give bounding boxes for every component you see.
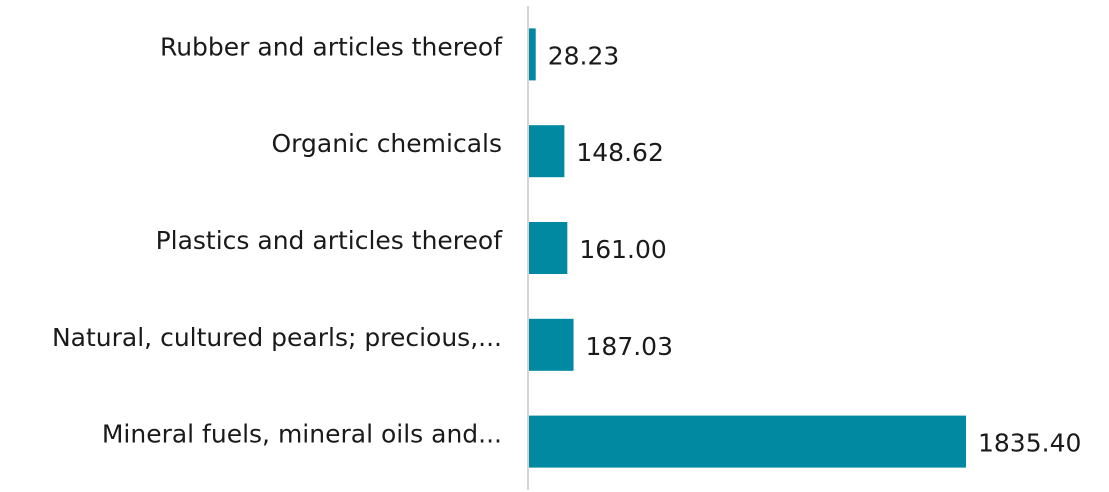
- category-label: Mineral fuels, mineral oils and...: [102, 420, 502, 449]
- category-label: Organic chemicals: [272, 129, 503, 158]
- category-label: Natural, cultured pearls; precious,...: [52, 323, 502, 352]
- bar: [529, 125, 565, 178]
- bar: [529, 28, 536, 81]
- value-label: 148.62: [576, 138, 663, 167]
- category-label: Plastics and articles thereof: [156, 226, 504, 255]
- bar: [529, 318, 574, 371]
- category-label: Rubber and articles thereof: [160, 32, 503, 61]
- value-label: 187.03: [586, 332, 673, 361]
- bar: [529, 415, 966, 468]
- bar: [529, 222, 568, 274]
- value-label: 28.23: [548, 41, 620, 70]
- value-label: 1835.40: [978, 429, 1081, 458]
- value-label: 161.00: [579, 235, 666, 264]
